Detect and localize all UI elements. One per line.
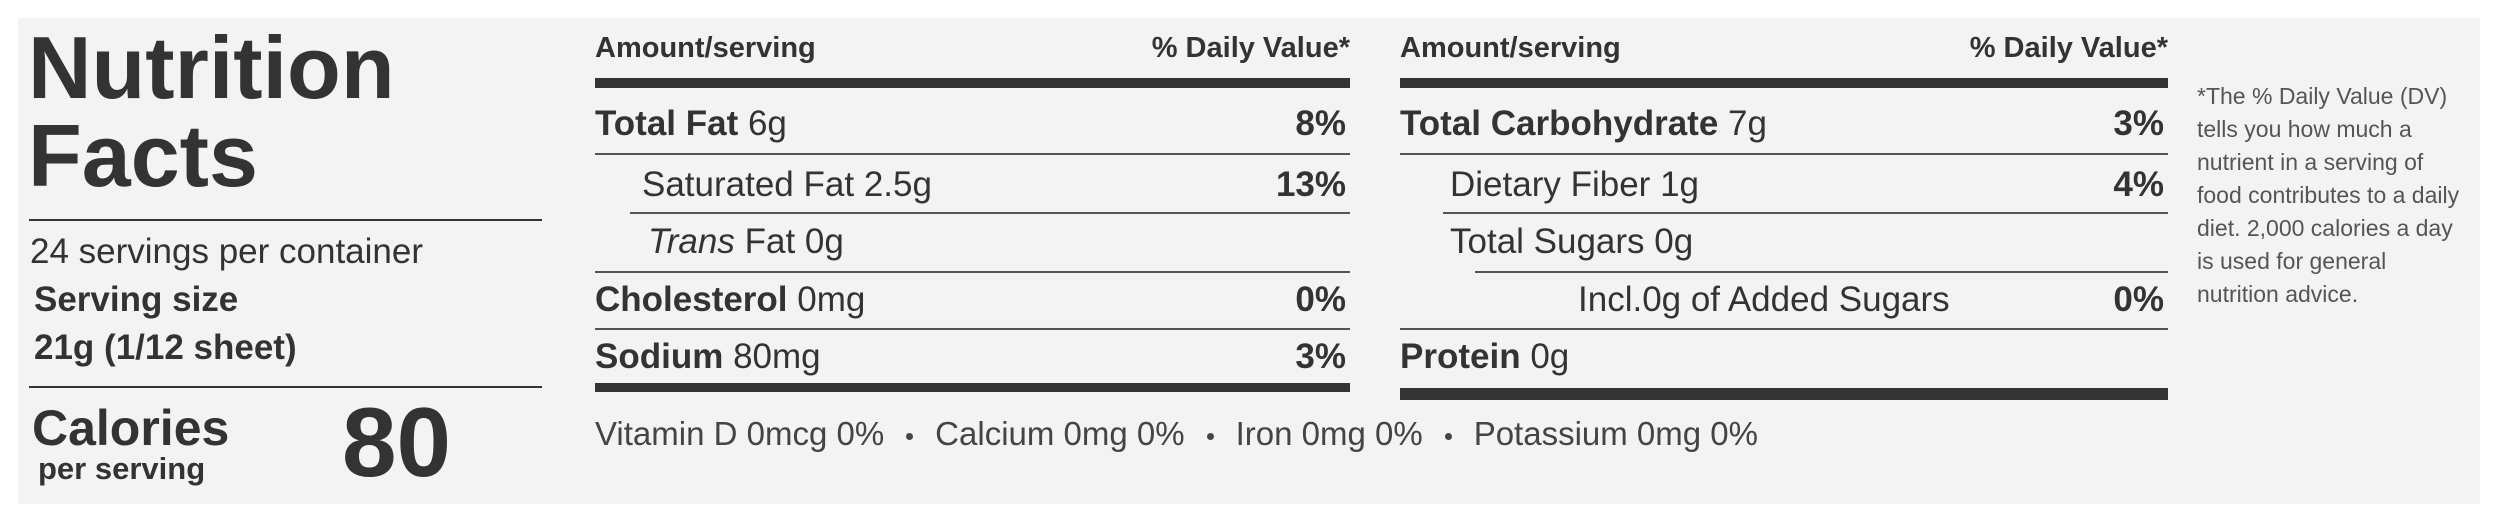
rule — [1400, 153, 2168, 155]
servings: 24 servings per container — [30, 232, 423, 271]
nutrient-prefix: Trans — [648, 222, 735, 261]
serving-size: 21g (1/12 sheet) — [34, 328, 297, 367]
rule — [1443, 212, 2168, 214]
nutrient-name: Sodium — [595, 337, 724, 376]
nutrient-amount: 1g — [1660, 165, 1699, 204]
rule — [29, 386, 542, 388]
rule — [595, 271, 1350, 273]
thick-rule — [1400, 388, 2168, 400]
nutrient-amount: 6g — [747, 104, 787, 143]
nutrient-name: Cholesterol — [595, 280, 788, 319]
nutrient-amount: 0g — [1654, 222, 1694, 261]
nutrient-row: Dietary Fiber 1g — [1450, 165, 1699, 205]
daily-value: 13% — [1275, 165, 1346, 204]
nutrient-row: Total Carbohydrate 7g — [1400, 104, 1767, 144]
nutrient-amount: 2.5g — [863, 165, 932, 204]
daily-value: 0% — [1295, 280, 1346, 319]
vitamins: Vitamin D 0mcg 0% Calcium 0mg 0% Iron 0mg … — [595, 414, 1758, 454]
nutrient-amount: 0mg — [797, 280, 866, 319]
footnote: *The % Daily Value (DV) tells you how mu… — [2197, 83, 2460, 307]
rule — [1400, 328, 2168, 330]
daily-value: 8% — [1295, 104, 1346, 143]
title: Facts — [28, 106, 258, 205]
amount-header: Amount/serving — [1400, 32, 1621, 64]
separator — [906, 432, 914, 440]
nutrient-amount: 0g — [1530, 337, 1570, 376]
nutrient-row: Total Sugars 0g — [1450, 222, 1693, 262]
vitamin: Vitamin D 0mcg 0% — [595, 415, 885, 452]
thick-rule — [1400, 78, 2168, 88]
rule — [595, 153, 1350, 155]
rule — [29, 219, 542, 221]
nutrient-name: Total Sugars — [1450, 222, 1645, 261]
dv-header: % Daily Value* — [1151, 32, 1350, 64]
thick-rule — [595, 78, 1350, 88]
rule — [1475, 271, 2168, 273]
title: Nutrition — [28, 18, 395, 117]
panel — [18, 18, 2480, 504]
nutrient-amount: 0g — [804, 222, 844, 261]
nutrient-name: Total Carbohydrate — [1400, 104, 1719, 143]
nutrient-row: Sodium 80mg — [595, 337, 821, 377]
daily-value: 3% — [1295, 337, 1346, 376]
serving-size-label: Serving size — [34, 280, 239, 319]
amount-header: Amount/serving — [595, 32, 816, 64]
separator — [1444, 432, 1452, 440]
calories: 80 — [342, 387, 452, 497]
nutrient-row: Cholesterol 0mg — [595, 280, 865, 320]
daily-value: 3% — [2113, 104, 2164, 143]
nutrient-row: Protein 0g — [1400, 337, 1569, 377]
nutrient-name: Total Fat — [595, 104, 739, 143]
separator — [1206, 432, 1214, 440]
calories-sub: per serving — [38, 451, 206, 486]
calories-label: Calories — [32, 400, 230, 456]
dv-header: % Daily Value* — [1969, 32, 2168, 64]
daily-value: 4% — [2113, 165, 2164, 204]
vitamin: Iron 0mg 0% — [1235, 415, 1423, 452]
rule — [630, 212, 1350, 214]
vitamin: Calcium 0mg 0% — [935, 415, 1185, 452]
nutrient-row: Incl.0g of Added Sugars — [1578, 280, 1950, 320]
nutrient-row: Trans Fat 0g — [648, 222, 844, 262]
vitamin: Potassium 0mg 0% — [1473, 415, 1758, 452]
daily-value: 0% — [2113, 280, 2164, 319]
nutrient-name: Fat — [744, 222, 796, 261]
nutrient-row: Saturated Fat 2.5g — [642, 165, 932, 205]
nutrient-name: Dietary Fiber — [1450, 165, 1651, 204]
nutrient-amount: 80mg — [733, 337, 821, 376]
nutrient-name: Saturated Fat — [642, 165, 855, 204]
nutrient-amount: 7g — [1728, 104, 1767, 143]
nutrient-name: Incl.0g of Added Sugars — [1578, 280, 1950, 319]
thick-rule — [595, 383, 1350, 392]
nutrient-row: Total Fat 6g — [595, 104, 787, 144]
nutrient-name: Protein — [1400, 337, 1521, 376]
rule — [595, 328, 1350, 330]
